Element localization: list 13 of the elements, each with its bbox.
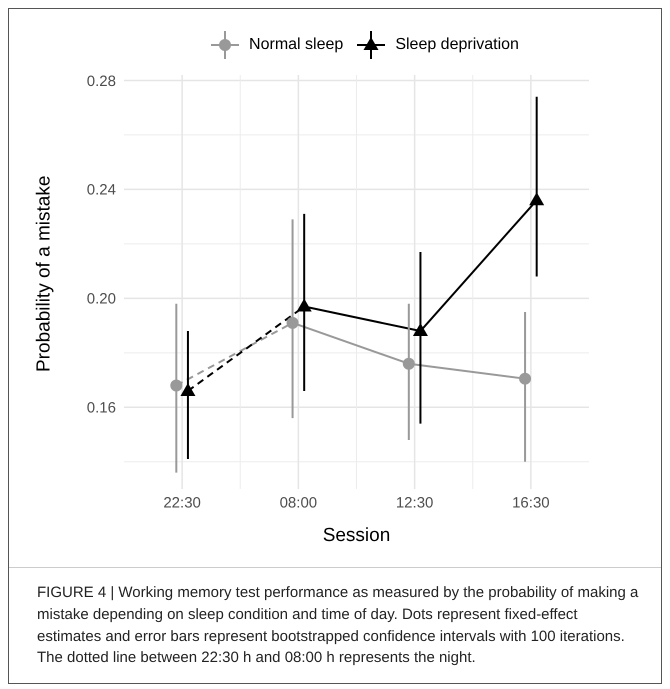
legend-label: Normal sleep [249,36,344,54]
x-tick-label: 12:30 [396,494,434,512]
y-axis-title: Probability of a mistake [34,176,55,372]
x-tick-label: 22:30 [163,494,201,512]
x-tick-label: 08:00 [280,494,318,512]
y-tick-label: 0.20 [86,290,116,308]
y-tick-label: 0.16 [86,400,116,417]
x-axis-title: Session [322,525,390,546]
y-tick-label: 0.24 [86,182,116,199]
y-tick-label: 0.28 [86,72,116,90]
caption: FIGURE 4 | Working memory test performance as measured by the probability of making a mistake depending on sleep condition and time of day. Dots represent fixed-effect estimates and error bars represent bootstrapped confidence intervals with 100 iterations. The dotted line between 22:30 h and 08:00 h represents the night. [37,583,640,668]
legend-label: Sleep deprivation [395,36,519,54]
x-tick-label: 16:30 [512,494,550,512]
